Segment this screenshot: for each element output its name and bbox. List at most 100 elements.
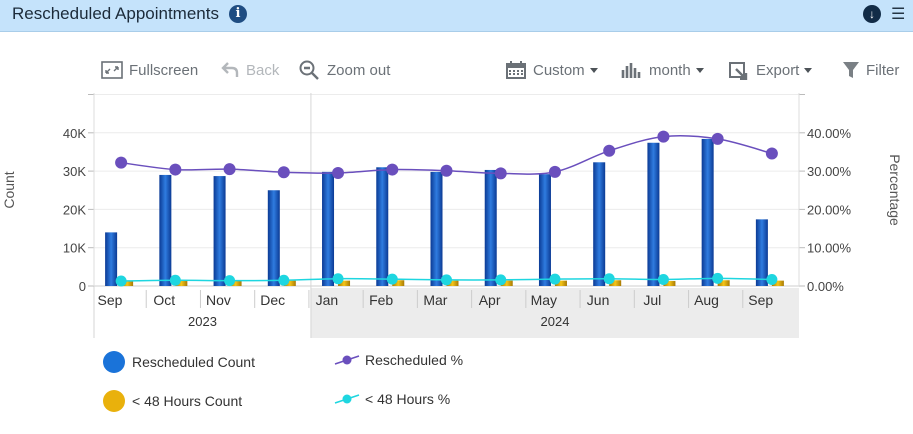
- y-tick-label: 40K: [63, 126, 86, 141]
- export-label: Export: [756, 61, 800, 79]
- 48h-pct-point: [657, 273, 669, 285]
- year-label: 2023: [188, 314, 217, 329]
- legend-rescheduled-pct[interactable]: Rescheduled %: [333, 350, 463, 370]
- rescheduled-pct-point: [332, 167, 345, 180]
- legend-label: < 48 Hours Count: [132, 393, 243, 409]
- bar-48h-count: [554, 280, 567, 286]
- x-tick-label: Sep: [748, 292, 773, 308]
- x-tick-label: Dec: [260, 292, 285, 308]
- legend-48h-pct[interactable]: < 48 Hours %: [333, 389, 450, 409]
- bar-rescheduled-count: [159, 174, 172, 286]
- y2-tick-label: 0.00%: [807, 279, 844, 294]
- 48h-pct-point: [712, 272, 724, 284]
- back-label: Back: [246, 61, 280, 79]
- 48h-pct-point: [441, 274, 452, 286]
- rescheduled-pct-point: [115, 156, 128, 169]
- export-icon: [729, 62, 748, 80]
- bar-48h-count: [717, 280, 730, 286]
- bar-48h-count: [663, 281, 676, 286]
- x-tick-label: Feb: [369, 292, 393, 308]
- x-tick-label: Aug: [694, 292, 719, 308]
- chevron-down-icon: [589, 67, 598, 73]
- fullscreen-label: Fullscreen: [129, 61, 199, 79]
- y2-tick-label: 30.00%: [807, 164, 852, 179]
- legend-label: Rescheduled Count: [132, 354, 255, 370]
- rescheduled-pct-point: [711, 132, 724, 145]
- 48h-pct-point: [169, 274, 181, 286]
- bar-48h-count: [392, 280, 405, 286]
- 48h-pct-point: [495, 274, 507, 286]
- legend-marker-blue-circle: [103, 351, 125, 373]
- 48h-pct-line: [121, 277, 772, 282]
- x-tick-label: Mar: [423, 292, 447, 308]
- bar-48h-count: [229, 280, 242, 286]
- bar-rescheduled-count: [430, 171, 443, 286]
- x-tick-label: Oct: [153, 292, 175, 308]
- zoom-out-button[interactable]: Zoom out: [299, 59, 390, 81]
- 48h-pct-point: [278, 274, 290, 286]
- panel-title: Rescheduled Appointments: [12, 4, 219, 23]
- y2-tick-label: 40.00%: [807, 126, 852, 141]
- month-label: month: [649, 61, 691, 79]
- x-tick-label: May: [531, 292, 557, 308]
- bar-rescheduled-count: [322, 171, 335, 286]
- bar-rescheduled-count: [647, 142, 660, 286]
- hamburger-menu-icon[interactable]: ☰: [891, 6, 906, 23]
- legend-marker-purple-line: [334, 355, 360, 365]
- y2-tick-label: 20.00%: [807, 202, 852, 217]
- rescheduled-pct-point: [494, 167, 507, 180]
- bar-48h-count: [338, 280, 351, 286]
- rescheduled-pct-point: [765, 147, 778, 160]
- x-tick-label: Sep: [98, 292, 123, 308]
- fullscreen-button[interactable]: Fullscreen: [101, 59, 198, 81]
- bar-rescheduled-count: [593, 162, 606, 286]
- export-dropdown[interactable]: Export: [728, 59, 813, 81]
- x-tick-label: Apr: [479, 292, 501, 308]
- bar-48h-count: [175, 281, 188, 286]
- month-dropdown[interactable]: month: [621, 59, 704, 81]
- y-tick-label: 20K: [63, 202, 86, 217]
- rescheduled-pct-point: [603, 144, 616, 157]
- info-icon[interactable]: i: [229, 5, 247, 23]
- fullscreen-icon: [101, 61, 123, 79]
- rescheduled-pct-point: [440, 164, 453, 177]
- bar-rescheduled-count: [376, 167, 389, 286]
- 48h-pct-point: [115, 275, 127, 287]
- zoom-out-label: Zoom out: [327, 61, 391, 79]
- filter-button[interactable]: Filter: [842, 59, 899, 81]
- x-tick-label: Nov: [206, 292, 231, 308]
- bar-rescheduled-count: [105, 232, 118, 286]
- zoom-out-icon: [299, 60, 319, 80]
- legend-rescheduled-count[interactable]: Rescheduled Count: [102, 350, 255, 374]
- 48h-pct-point: [549, 273, 561, 285]
- y2-axis-title: Percentage: [887, 154, 903, 226]
- download-circle-icon[interactable]: ↓: [863, 5, 881, 23]
- rescheduled-pct-point: [386, 163, 399, 176]
- 48h-pct-point: [603, 273, 615, 285]
- x-tick-label: Jul: [643, 292, 661, 308]
- bar-rescheduled-count: [755, 219, 768, 286]
- legend-label: Rescheduled %: [365, 352, 464, 368]
- rescheduled-pct-point: [169, 163, 182, 176]
- bar-chart-icon: [621, 63, 641, 78]
- filter-icon: [843, 62, 859, 78]
- custom-label: Custom: [533, 61, 585, 79]
- 48h-pct-point: [224, 275, 236, 287]
- panel-header: Rescheduled Appointments i ↓ ☰: [0, 0, 913, 32]
- rescheduled-pct-point: [277, 166, 290, 179]
- rescheduled-pct-line: [121, 134, 773, 175]
- bar-rescheduled-count: [538, 174, 551, 286]
- chevron-down-icon: [695, 67, 704, 73]
- legend-48h-count[interactable]: < 48 Hours Count: [102, 389, 242, 413]
- back-button[interactable]: Back: [220, 59, 279, 81]
- 48h-pct-point: [332, 273, 344, 285]
- back-arrow-icon: [221, 62, 239, 77]
- custom-dropdown[interactable]: Custom: [505, 59, 598, 81]
- legend-label: < 48 Hours %: [365, 391, 451, 407]
- bar-48h-count: [771, 280, 784, 286]
- y-tick-label: 10K: [63, 241, 86, 256]
- calendar-icon: [506, 61, 526, 79]
- rescheduled-pct-point: [223, 163, 236, 176]
- y2-tick-label: 10.00%: [807, 241, 852, 256]
- rescheduled-pct-point: [657, 130, 670, 143]
